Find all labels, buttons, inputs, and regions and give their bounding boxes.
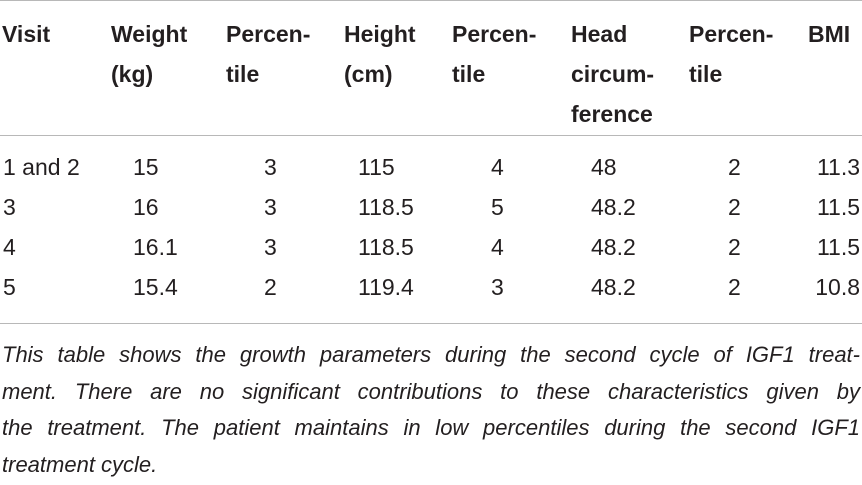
cell-head-percentile: 2: [728, 194, 741, 220]
cell-height: 118.5: [358, 194, 414, 220]
table-top-rule: [0, 0, 862, 1]
header-height: Height (cm): [344, 21, 416, 87]
cell-weight-percentile: 2: [264, 274, 277, 300]
header-weight: Weight (kg): [111, 21, 188, 87]
cell-head-percentile: 2: [728, 154, 741, 180]
cell-head-percentile: 2: [728, 274, 741, 300]
cell-weight: 15.4: [133, 274, 178, 300]
header-weight-percentile: Percen- tile: [226, 21, 311, 87]
cell-bmi: 10.8: [815, 274, 860, 300]
table-row: 3 16 3 118.5 5 48.2 2 11.5: [0, 187, 862, 227]
cell-height-percentile: 3: [491, 274, 504, 300]
cell-visit: 1 and 2: [3, 154, 80, 180]
cell-bmi: 11.5: [816, 194, 860, 220]
cell-head-percentile: 2: [728, 234, 741, 260]
header-head-percentile: Percen- tile: [689, 21, 774, 87]
cell-visit: 4: [3, 234, 16, 260]
cell-head-circumference: 48.2: [591, 234, 636, 260]
cell-height: 115: [358, 154, 395, 180]
footnote-line: ment. There are no significant contribut…: [2, 378, 860, 404]
cell-head-circumference: 48: [591, 154, 617, 180]
table-bottom-rule: [0, 323, 862, 324]
cell-visit: 3: [3, 194, 16, 220]
cell-height: 118.5: [358, 234, 414, 260]
header-head-circumference: Head circum- ference: [571, 21, 655, 127]
footnote-line: treatment cycle.: [2, 451, 158, 477]
table-row: 4 16.1 3 118.5 4 48.2 2 11.5: [0, 227, 862, 267]
cell-bmi: 11.5: [816, 234, 860, 260]
cell-height-percentile: 4: [491, 234, 504, 260]
cell-height: 119.4: [358, 274, 414, 300]
cell-height-percentile: 5: [491, 194, 504, 220]
cell-head-circumference: 48.2: [591, 194, 636, 220]
table-row: 1 and 2 15 3 115 4 48 2 11.3: [0, 147, 862, 187]
cell-head-circumference: 48.2: [591, 274, 636, 300]
cell-weight-percentile: 3: [264, 194, 277, 220]
cell-weight: 16: [133, 194, 159, 220]
cell-weight: 15: [133, 154, 159, 180]
cell-weight-percentile: 3: [264, 234, 277, 260]
cell-visit: 5: [3, 274, 16, 300]
header-bmi: BMI: [808, 21, 851, 47]
cell-weight: 16.1: [133, 234, 178, 260]
table-header-rule: [0, 135, 862, 136]
footnote-line: the treatment. The patient maintains in …: [2, 415, 860, 440]
footnote-line: This table shows the growth parameters d…: [2, 342, 860, 367]
cell-height-percentile: 4: [491, 154, 504, 180]
header-visit: Visit: [2, 21, 51, 47]
cell-bmi: 11.3: [816, 154, 860, 180]
cell-weight-percentile: 3: [264, 154, 277, 180]
table-footnote: This table shows the growth parameters d…: [2, 337, 860, 483]
header-height-percentile: Percen- tile: [452, 21, 537, 87]
table-row: 5 15.4 2 119.4 3 48.2 2 10.8: [0, 267, 862, 307]
